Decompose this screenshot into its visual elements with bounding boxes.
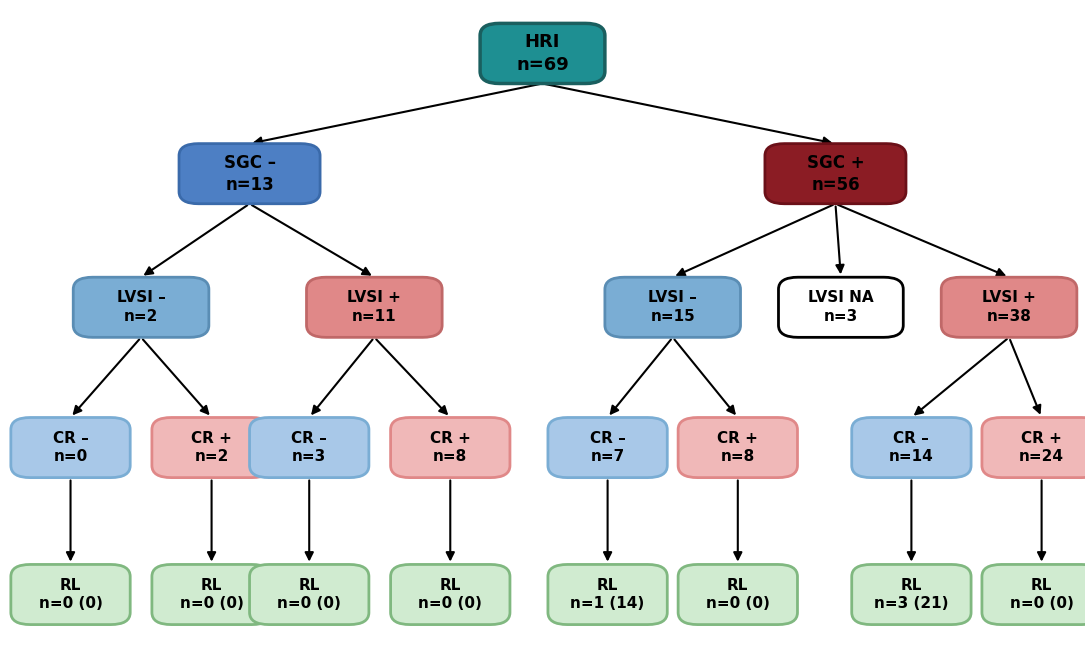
Text: RL
n=0 (0): RL n=0 (0) — [39, 578, 102, 611]
Text: CR –
n=14: CR – n=14 — [889, 431, 934, 464]
FancyBboxPatch shape — [982, 564, 1085, 625]
FancyBboxPatch shape — [250, 418, 369, 478]
Text: CR +
n=2: CR + n=2 — [191, 431, 232, 464]
Text: CR +
n=8: CR + n=8 — [430, 431, 471, 464]
FancyBboxPatch shape — [74, 277, 208, 337]
FancyBboxPatch shape — [548, 564, 667, 625]
FancyBboxPatch shape — [391, 418, 510, 478]
Text: RL
n=0 (0): RL n=0 (0) — [419, 578, 482, 611]
Text: RL
n=0 (0): RL n=0 (0) — [706, 578, 769, 611]
Text: CR +
n=24: CR + n=24 — [1019, 431, 1064, 464]
FancyBboxPatch shape — [480, 23, 605, 84]
FancyBboxPatch shape — [765, 144, 906, 204]
Text: RL
n=0 (0): RL n=0 (0) — [278, 578, 341, 611]
Text: CR –
n=3: CR – n=3 — [291, 431, 328, 464]
FancyBboxPatch shape — [678, 564, 797, 625]
FancyBboxPatch shape — [942, 277, 1076, 337]
Text: RL
n=1 (14): RL n=1 (14) — [571, 578, 644, 611]
Text: RL
n=0 (0): RL n=0 (0) — [1010, 578, 1073, 611]
FancyBboxPatch shape — [179, 144, 320, 204]
Text: LVSI NA
n=3: LVSI NA n=3 — [808, 291, 873, 324]
FancyBboxPatch shape — [152, 418, 271, 478]
Text: LVSI –
n=2: LVSI – n=2 — [116, 291, 166, 324]
FancyBboxPatch shape — [852, 418, 971, 478]
Text: LVSI +
n=11: LVSI + n=11 — [347, 291, 401, 324]
Text: CR +
n=8: CR + n=8 — [717, 431, 758, 464]
Text: LVSI +
n=38: LVSI + n=38 — [982, 291, 1036, 324]
Text: HRI
n=69: HRI n=69 — [516, 33, 569, 73]
FancyBboxPatch shape — [678, 418, 797, 478]
FancyBboxPatch shape — [306, 277, 443, 337]
Text: CR –
n=0: CR – n=0 — [52, 431, 89, 464]
Text: LVSI –
n=15: LVSI – n=15 — [648, 291, 698, 324]
Text: SGC +
n=56: SGC + n=56 — [806, 154, 865, 194]
Text: SGC –
n=13: SGC – n=13 — [224, 154, 276, 194]
FancyBboxPatch shape — [11, 418, 130, 478]
FancyBboxPatch shape — [250, 564, 369, 625]
FancyBboxPatch shape — [11, 564, 130, 625]
Text: RL
n=0 (0): RL n=0 (0) — [180, 578, 243, 611]
FancyBboxPatch shape — [779, 277, 903, 337]
FancyBboxPatch shape — [852, 564, 971, 625]
FancyBboxPatch shape — [605, 277, 740, 337]
FancyBboxPatch shape — [152, 564, 271, 625]
Text: CR –
n=7: CR – n=7 — [589, 431, 626, 464]
FancyBboxPatch shape — [391, 564, 510, 625]
FancyBboxPatch shape — [548, 418, 667, 478]
FancyBboxPatch shape — [982, 418, 1085, 478]
Text: RL
n=3 (21): RL n=3 (21) — [875, 578, 948, 611]
